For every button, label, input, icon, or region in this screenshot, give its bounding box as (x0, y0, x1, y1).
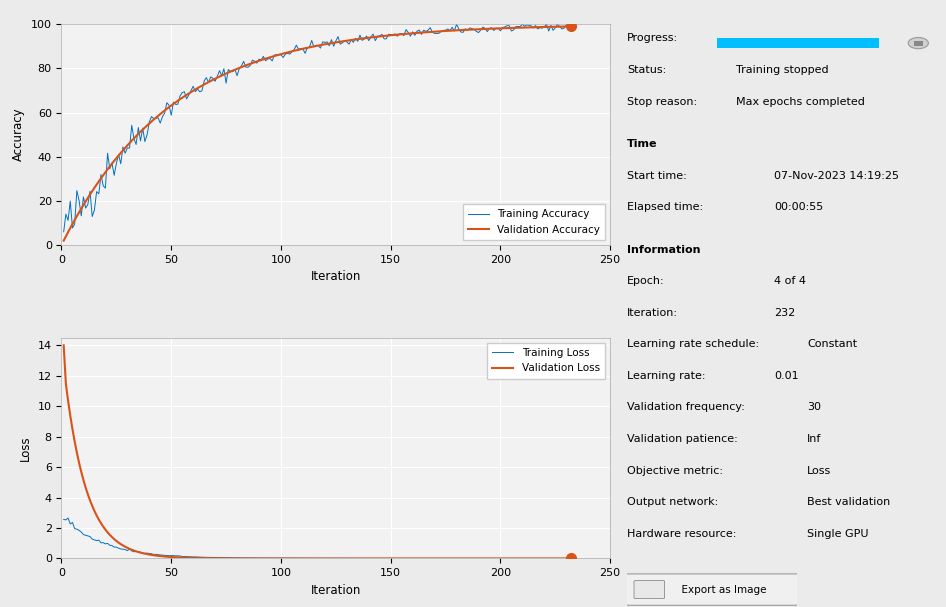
Text: Stop reason:: Stop reason: (627, 97, 697, 106)
Text: Status:: Status: (627, 65, 666, 75)
Validation Loss (104, 531, 115, 538)
Text: Validation patience:: Validation patience: (627, 434, 738, 444)
Training Accuracy (58, 228, 69, 236)
Training Accuracy (190, 88, 201, 95)
Validation Accuracy (99, 169, 111, 176)
Y-axis label: Loss: Loss (19, 435, 32, 461)
Text: Single GPU: Single GPU (807, 529, 868, 538)
Training Loss (106, 542, 117, 549)
Text: Training stopped: Training stopped (736, 65, 829, 75)
Text: Validation frequency:: Validation frequency: (627, 402, 745, 412)
Training Accuracy (552, 21, 563, 28)
Validation Accuracy (190, 86, 201, 93)
Text: 232: 232 (774, 308, 795, 317)
Validation Accuracy (104, 163, 115, 170)
Training Accuracy (99, 185, 111, 192)
Text: Learning rate:: Learning rate: (627, 371, 706, 381)
Validation Loss (129, 547, 140, 554)
Text: Max epochs completed: Max epochs completed (736, 97, 865, 106)
X-axis label: Iteration: Iteration (310, 270, 361, 283)
Validation Accuracy (550, 23, 561, 30)
Text: 0.01: 0.01 (774, 371, 798, 381)
Validation Accuracy (129, 135, 140, 142)
Training Loss (552, 555, 563, 562)
Text: Epoch:: Epoch: (627, 276, 665, 286)
Text: Time: Time (627, 139, 657, 149)
Text: 30: 30 (807, 402, 821, 412)
Validation Accuracy (216, 72, 227, 79)
Line: Training Accuracy: Training Accuracy (63, 24, 570, 232)
Line: Training Loss: Training Loss (63, 518, 570, 558)
Training Accuracy (451, 21, 463, 28)
Circle shape (908, 38, 928, 49)
Training Accuracy (565, 22, 576, 30)
Text: Information: Information (627, 245, 701, 254)
Training Loss (131, 548, 142, 555)
Text: Export as Image: Export as Image (675, 585, 766, 595)
Text: 4 of 4: 4 of 4 (774, 276, 806, 286)
Training Loss (192, 554, 203, 561)
Text: Objective metric:: Objective metric: (627, 466, 723, 475)
Training Accuracy (104, 165, 115, 172)
Validation Loss (99, 526, 111, 533)
Text: Elapsed time:: Elapsed time: (627, 202, 703, 212)
Training Loss (62, 514, 74, 521)
FancyBboxPatch shape (634, 580, 665, 599)
Training Loss (102, 540, 114, 547)
Validation Loss (58, 342, 69, 349)
X-axis label: Iteration: Iteration (310, 584, 361, 597)
Text: Learning rate schedule:: Learning rate schedule: (627, 339, 760, 349)
Training Accuracy (129, 135, 140, 142)
Text: Loss: Loss (807, 466, 832, 475)
Text: 00:00:55: 00:00:55 (774, 202, 823, 212)
Validation Loss (216, 555, 227, 562)
Validation Loss (550, 555, 561, 562)
Text: Inf: Inf (807, 434, 821, 444)
Line: Validation Accuracy: Validation Accuracy (63, 27, 570, 240)
Bar (914, 41, 922, 46)
Text: 07-Nov-2023 14:19:25: 07-Nov-2023 14:19:25 (774, 171, 899, 180)
Validation Loss (190, 554, 201, 561)
Training Loss (58, 516, 69, 523)
Y-axis label: Accuracy: Accuracy (12, 108, 26, 161)
Text: Hardware resource:: Hardware resource: (627, 529, 737, 538)
Training Accuracy (216, 72, 227, 80)
Validation Accuracy (565, 23, 576, 30)
Text: Output network:: Output network: (627, 497, 718, 507)
Validation Loss (565, 555, 576, 562)
Text: Iteration:: Iteration: (627, 308, 678, 317)
Text: Progress:: Progress: (627, 33, 678, 43)
FancyBboxPatch shape (622, 574, 802, 605)
Legend: Training Loss, Validation Loss: Training Loss, Validation Loss (487, 343, 604, 379)
Text: Constant: Constant (807, 339, 857, 349)
Bar (717, 38, 880, 49)
Text: Best validation: Best validation (807, 497, 890, 507)
Text: Start time:: Start time: (627, 171, 687, 180)
Validation Accuracy (58, 237, 69, 244)
Legend: Training Accuracy, Validation Accuracy: Training Accuracy, Validation Accuracy (463, 204, 604, 240)
Line: Validation Loss: Validation Loss (63, 345, 570, 558)
Training Loss (219, 554, 230, 561)
Training Loss (565, 555, 576, 562)
